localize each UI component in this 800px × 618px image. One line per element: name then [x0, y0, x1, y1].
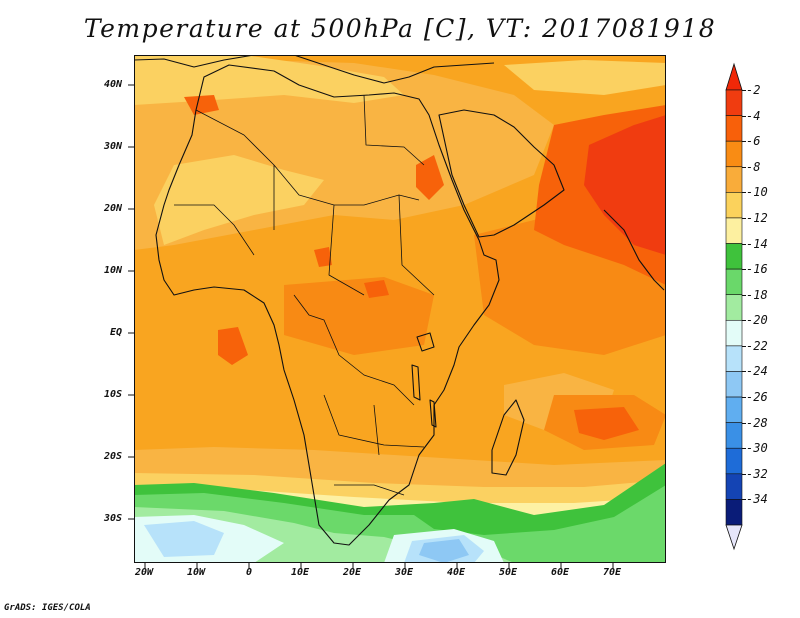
- colorbar-tick: [742, 217, 746, 219]
- lat-tick-label-10s: 10S: [104, 389, 123, 400]
- colorbar-swatch: [725, 422, 743, 449]
- lon-tick-label-20w: 20W: [135, 567, 154, 578]
- colorbar-swatch: [725, 499, 743, 526]
- colorbar-swatch: [725, 345, 743, 372]
- colorbar-label: -12: [746, 210, 768, 225]
- colorbar-tick: [742, 397, 746, 399]
- colorbar-swatch: [725, 166, 743, 193]
- colorbar-tick: [742, 90, 746, 91]
- colorbar-tick: [742, 243, 746, 245]
- colorbar-swatch: [725, 140, 743, 168]
- colorbar-tick: [742, 345, 746, 347]
- colorbar-label: -28: [746, 415, 768, 430]
- colorbar-tick: [742, 371, 746, 373]
- colorbar-label: -16: [746, 262, 768, 277]
- colorbar-tick: [742, 294, 746, 296]
- colorbar-label: -2: [746, 83, 761, 97]
- temperature-field: [134, 55, 666, 563]
- lat-tick-label-30n: 30N: [104, 141, 123, 152]
- colorbar-swatch: [725, 243, 743, 270]
- lat-tick-label-eq: EQ: [110, 327, 123, 338]
- lat-tick-label-10n: 10N: [104, 265, 123, 276]
- lat-tick-label-30s: 30S: [104, 513, 123, 524]
- colorbar-label: -32: [746, 466, 768, 481]
- lon-tick-label-10w: 10W: [187, 567, 206, 578]
- colorbar-tick: [742, 320, 746, 322]
- colorbar-tick: [742, 473, 746, 475]
- colorbar-label: -24: [746, 364, 768, 379]
- colorbar-label: -26: [746, 390, 768, 405]
- lon-tick-label-70e: 70E: [603, 567, 622, 578]
- colorbar-swatch: [725, 473, 743, 500]
- lon-tick-label-50e: 50E: [499, 567, 518, 578]
- colorbar-label: -22: [746, 338, 768, 353]
- lon-tick-label-10e: 10E: [291, 567, 310, 578]
- lon-tick-label-0: 0: [246, 567, 253, 578]
- colorbar-label: -14: [746, 236, 768, 251]
- colorbar-label: -20: [746, 313, 768, 328]
- colorbar-label: -8: [746, 159, 761, 174]
- colorbar-tick: [742, 499, 746, 501]
- colorbar-swatch: [725, 319, 743, 347]
- colorbar: [724, 58, 744, 562]
- map-title: Temperature at 500hPa [C], VT: 201708191…: [83, 14, 717, 43]
- colorbar-label: -10: [746, 185, 768, 200]
- colorbar-label: -6: [746, 134, 761, 149]
- lon-tick-label-30e: 30E: [395, 567, 414, 578]
- colorbar-tick: [742, 192, 746, 194]
- colorbar-tick: [742, 448, 746, 450]
- colorbar-label: -30: [746, 441, 768, 456]
- colorbar-tick: [742, 422, 746, 424]
- colorbar-label: -18: [746, 287, 768, 302]
- grads-credit: GrADS: IGES/COLA: [4, 603, 91, 613]
- colorbar-bottom-arrow: [725, 524, 743, 551]
- lon-tick-label-60e: 60E: [551, 567, 570, 578]
- colorbar-swatch: [725, 115, 743, 142]
- colorbar-swatch: [725, 268, 743, 296]
- lon-tick-label-40e: 40E: [447, 567, 466, 578]
- colorbar-swatch: [725, 371, 743, 398]
- map-plot-area: [134, 55, 666, 563]
- colorbar-swatch: [725, 447, 743, 475]
- colorbar-tick: [742, 166, 746, 168]
- colorbar-swatch: [725, 217, 743, 244]
- colorbar-swatch: [725, 89, 743, 116]
- colorbar-swatches: [725, 62, 743, 551]
- colorbar-tick: [742, 141, 746, 143]
- colorbar-label: -4: [746, 108, 761, 123]
- colorbar-swatch: [725, 294, 743, 321]
- lat-tick-label-20s: 20S: [104, 451, 123, 462]
- colorbar-swatch: [725, 396, 743, 423]
- lat-tick-label-20n: 20N: [104, 203, 123, 214]
- colorbar-swatch: [725, 192, 743, 219]
- lat-tick-label-40n: 40N: [104, 79, 123, 90]
- colorbar-tick: [742, 115, 746, 117]
- colorbar-label: -34: [746, 492, 768, 507]
- colorbar-tick: [742, 269, 746, 271]
- lon-tick-label-20e: 20E: [343, 567, 362, 578]
- colorbar-top-arrow: [725, 62, 743, 91]
